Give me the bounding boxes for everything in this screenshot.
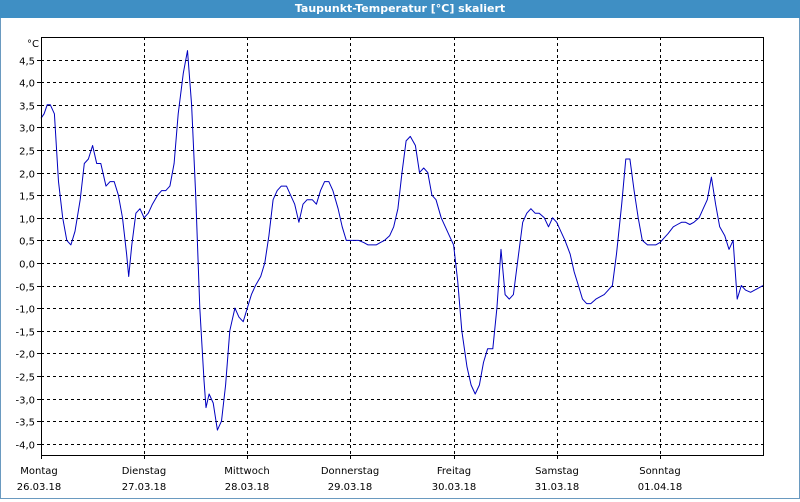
x-date-label: 27.03.18	[122, 482, 167, 493]
plot-frame	[41, 37, 764, 456]
x-date-label: 01.04.18	[638, 482, 683, 493]
x-date-label: 30.03.18	[432, 482, 477, 493]
x-date-label: 26.03.18	[17, 482, 62, 493]
y-tick-label: -1,0	[15, 305, 35, 316]
y-tick-label: -1,5	[15, 328, 35, 339]
y-tick-label: -3,5	[15, 418, 35, 429]
y-axis-unit-label: °C	[27, 39, 39, 50]
x-date-label: 29.03.18	[328, 482, 373, 493]
y-tick-label: -4,0	[15, 441, 35, 452]
chart-title: Taupunkt-Temperatur [°C] skaliert	[294, 2, 506, 15]
x-date-label: 28.03.18	[225, 482, 270, 493]
y-tick-label: 4,5	[19, 57, 35, 68]
y-tick-label: 3,0	[19, 124, 35, 135]
dewpoint-chart: 4,5 4,0 3,5 3,0 2,5 2,0 1,5 1,0 0,5 0,0 -0,5 -1,0 -1…	[15, 37, 764, 493]
y-tick-label: 3,5	[19, 102, 35, 113]
chart-title-bar: Taupunkt-Temperatur [°C] skaliert	[0, 0, 800, 18]
y-tick-label: 0,5	[19, 237, 35, 248]
x-day-label: Montag	[20, 466, 57, 477]
y-tick-label: 0,0	[19, 260, 35, 271]
y-tick-label: 2,5	[19, 147, 35, 158]
y-tick-label: -2,0	[15, 350, 35, 361]
y-tick-label: 1,0	[19, 215, 35, 226]
y-tick-label: 4,0	[19, 79, 35, 90]
y-tick-label: -2,5	[15, 373, 35, 384]
chart-panel: 4,5 4,0 3,5 3,0 2,5 2,0 1,5 1,0 0,5 0,0 -0,5 -1,0 -1…	[0, 18, 800, 499]
y-tick-label: 2,0	[19, 170, 35, 181]
x-day-label: Donnerstag	[321, 466, 379, 477]
y-tick-label: -0,5	[15, 283, 35, 294]
x-date-label: 31.03.18	[535, 482, 580, 493]
x-day-label: Mittwoch	[224, 466, 269, 477]
dewpoint-series-line	[40, 50, 764, 431]
y-tick-label: 1,5	[19, 192, 35, 203]
x-day-label: Freitag	[437, 466, 471, 477]
y-tick-label: -3,0	[15, 396, 35, 407]
x-day-label: Samstag	[535, 466, 579, 477]
x-day-label: Sonntag	[639, 466, 681, 477]
x-day-label: Dienstag	[122, 466, 167, 477]
